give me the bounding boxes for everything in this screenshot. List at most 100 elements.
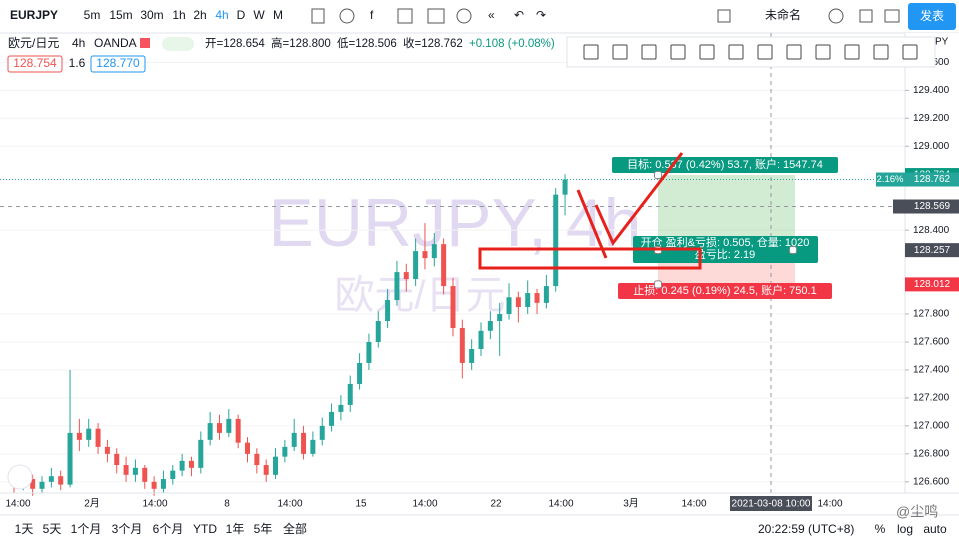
interval[interactable]: M — [273, 8, 283, 22]
checkbox[interactable] — [717, 9, 731, 23]
draw-tool[interactable] — [757, 44, 773, 60]
interval[interactable]: 5m — [84, 8, 101, 22]
y-tick-label: 126.600 — [913, 476, 950, 487]
candle-body — [385, 300, 391, 322]
draw-tool[interactable] — [786, 44, 802, 60]
candle-body — [263, 465, 269, 475]
candle-body — [198, 439, 204, 468]
fx-icon[interactable]: f — [370, 8, 374, 22]
draw-tool[interactable] — [844, 44, 860, 60]
range-button[interactable]: 5年 — [254, 522, 273, 536]
template-icon[interactable] — [397, 8, 413, 24]
layout-name[interactable]: 未命名 — [765, 7, 801, 22]
candle-body — [282, 446, 288, 457]
draw-tool[interactable] — [728, 44, 744, 60]
range-button[interactable]: 6个月 — [153, 522, 184, 536]
interval[interactable]: W — [253, 8, 265, 22]
interval[interactable]: 1h — [172, 8, 185, 22]
candle-body — [207, 423, 213, 440]
replay-icon[interactable]: « — [488, 8, 495, 22]
draw-tool[interactable] — [670, 44, 686, 60]
draw-tool[interactable] — [641, 44, 657, 60]
draw-tool[interactable] — [873, 44, 889, 60]
range-button[interactable]: 1个月 — [71, 522, 102, 536]
x-tick-label: 8 — [224, 499, 230, 510]
symbol[interactable]: EURJPY — [10, 8, 58, 22]
candle-body — [543, 286, 549, 303]
undo-icon[interactable]: ↶ — [514, 8, 524, 22]
range-button[interactable]: 1年 — [226, 522, 245, 536]
handle[interactable] — [789, 246, 797, 254]
watermark-sub: 欧元/日元 — [334, 274, 505, 318]
handle[interactable] — [654, 280, 662, 289]
interval[interactable]: D — [237, 8, 246, 22]
candle-body — [459, 328, 465, 363]
draw-tool[interactable] — [902, 44, 918, 60]
interval[interactable]: 2h — [193, 8, 206, 22]
candle-body — [95, 428, 101, 447]
ask-box[interactable] — [90, 55, 146, 73]
publish-button[interactable] — [908, 3, 956, 30]
draw-tool[interactable] — [815, 44, 831, 60]
change-bg — [876, 172, 905, 187]
stop-price: 128.012 — [914, 279, 951, 290]
status-pill — [162, 37, 194, 51]
stop-price-bg — [905, 277, 959, 292]
range-button[interactable]: 1天 — [15, 522, 34, 536]
interval[interactable]: 15m — [109, 8, 132, 22]
range-button[interactable]: 全部 — [283, 521, 307, 536]
candle-body — [422, 251, 428, 259]
last-price: 128.762 — [914, 174, 951, 185]
candle-body — [329, 411, 335, 426]
draw-tool[interactable] — [583, 44, 599, 60]
candle-body — [30, 479, 36, 489]
currency: JPY — [930, 37, 949, 48]
y-tick-label: 128.400 — [913, 225, 950, 236]
bid-box[interactable] — [7, 55, 63, 73]
stop-label-box — [618, 283, 832, 299]
scale-option[interactable]: log — [897, 522, 913, 536]
candle-body — [254, 453, 260, 466]
range-button[interactable]: YTD — [193, 522, 217, 536]
target-label: 目标: 0.537 (0.42%) 53.7, 账户: 1547.74 — [627, 157, 823, 171]
scale-option[interactable]: auto — [923, 522, 947, 536]
candle-body — [338, 404, 344, 412]
interval[interactable]: 30m — [140, 8, 163, 22]
interval[interactable]: 4h — [215, 8, 228, 22]
y-tick-label: 129.400 — [913, 85, 950, 96]
candle-body — [403, 272, 409, 280]
candle-body — [301, 432, 307, 454]
plus-button[interactable] — [893, 199, 905, 214]
scale-option[interactable]: % — [875, 522, 886, 536]
candle-body — [245, 442, 250, 454]
alert-icon[interactable] — [456, 8, 472, 24]
settings-icon[interactable] — [828, 8, 844, 24]
ohlc-value: +0.108 (+0.08%) — [469, 38, 555, 50]
ohlc-value: 低=128.506 — [337, 37, 397, 50]
crosshair-price-bg — [905, 199, 959, 214]
snapshot-icon[interactable] — [884, 9, 900, 23]
indicator-icon[interactable] — [339, 8, 355, 24]
candle-body — [273, 456, 279, 475]
x-tick-label: 14:00 — [5, 499, 30, 510]
candle-body — [76, 432, 82, 440]
legend-interval: 4h — [72, 36, 85, 50]
chart-type-icon[interactable] — [311, 8, 325, 24]
x-tick-label: 14:00 — [681, 499, 706, 510]
candle-body — [151, 481, 157, 489]
draw-tool[interactable] — [699, 44, 715, 60]
fullscreen-icon[interactable] — [859, 9, 873, 23]
flag-icon[interactable] — [140, 38, 150, 48]
range-button[interactable]: 3个月 — [112, 522, 143, 536]
handle[interactable] — [654, 171, 662, 180]
compare-icon[interactable] — [427, 8, 445, 24]
ohlc-value: 收=128.762 — [403, 36, 463, 50]
logo-button[interactable] — [7, 464, 33, 490]
candle-body — [431, 244, 437, 259]
candle-body — [413, 251, 419, 280]
range-button[interactable]: 5天 — [43, 522, 62, 536]
redo-icon[interactable]: ↷ — [536, 8, 546, 22]
draw-tool[interactable] — [612, 44, 628, 60]
candle-body — [170, 470, 176, 480]
